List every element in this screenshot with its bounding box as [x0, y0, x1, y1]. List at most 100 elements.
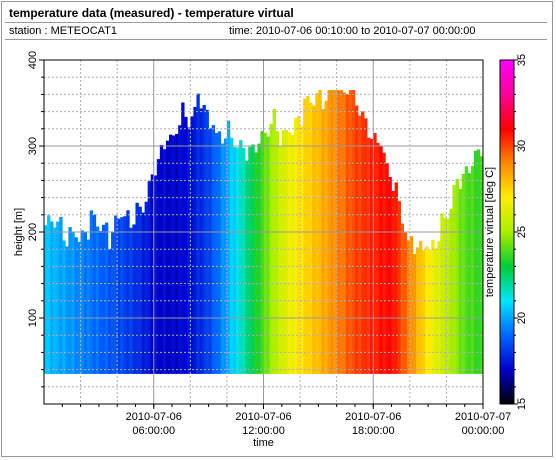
- heatmap-column: [50, 221, 54, 374]
- x-tick-label-time: 00:00:00: [462, 425, 505, 437]
- heatmap-column: [135, 202, 139, 374]
- heatmap-column: [77, 241, 81, 374]
- x-tick-label-time: 06:00:00: [132, 425, 175, 437]
- heatmap-column: [80, 230, 84, 374]
- heatmap-column: [181, 102, 185, 374]
- heatmap-column: [461, 174, 466, 374]
- heatmap-column: [266, 136, 270, 374]
- heatmap-column: [361, 111, 365, 374]
- heatmap-column: [153, 175, 158, 374]
- y-tick-label: 300: [27, 137, 39, 155]
- y-tick-label: 200: [27, 223, 39, 241]
- heatmap-column: [62, 240, 66, 374]
- heatmap-column: [190, 116, 194, 374]
- heatmap-column: [278, 145, 283, 374]
- heatmap-column: [220, 143, 225, 374]
- heatmap-column: [65, 246, 69, 374]
- heatmap-column: [354, 105, 359, 374]
- heatmap-column: [406, 240, 411, 374]
- heatmap-column: [321, 109, 325, 374]
- heatmap-column: [68, 227, 72, 374]
- heatmap-column: [147, 181, 151, 374]
- heatmap-column: [229, 137, 234, 374]
- heatmap-column: [263, 132, 267, 374]
- heatmap-column: [248, 146, 252, 374]
- heatmap-column: [98, 231, 103, 374]
- heatmap-column: [59, 216, 63, 374]
- heatmap-column: [239, 140, 243, 374]
- x-tick-label-time: 18:00:00: [352, 425, 395, 437]
- heatmap-column: [415, 247, 420, 374]
- heatmap-column: [400, 223, 405, 374]
- heatmap-column: [95, 226, 100, 374]
- heatmap-column: [168, 134, 173, 374]
- heatmap-column: [449, 208, 453, 374]
- heatmap-column: [172, 135, 176, 374]
- x-tick-label-date: 2010-07-07: [455, 411, 511, 423]
- heatmap-column: [104, 222, 109, 374]
- heatmap-column: [162, 149, 167, 374]
- heatmap-column: [303, 98, 307, 374]
- heatmap-column: [385, 163, 389, 374]
- heatmap-column: [422, 250, 426, 374]
- heatmap-column: [452, 184, 456, 374]
- heatmap-column: [101, 224, 106, 374]
- heatmap-column: [275, 131, 280, 374]
- heatmap-column: [184, 116, 188, 374]
- heatmap-column: [141, 212, 145, 374]
- heatmap-column: [300, 126, 304, 374]
- heatmap-column: [165, 140, 170, 374]
- heatmap-column: [89, 210, 94, 374]
- heatmap-column: [205, 109, 209, 374]
- heatmap-column: [293, 117, 298, 374]
- heatmap-column: [394, 182, 398, 374]
- heatmap-column: [245, 160, 249, 374]
- heatmap-column: [287, 132, 292, 374]
- heatmap-column: [71, 231, 75, 374]
- heatmap-column: [382, 152, 386, 374]
- heatmap-column: [397, 201, 401, 374]
- heatmap-column: [175, 133, 179, 374]
- heatmap-column: [208, 128, 212, 374]
- heatmap-column: [306, 95, 310, 374]
- heatmap-column: [324, 100, 328, 374]
- chart-title: temperature data (measured) - temperatur…: [9, 6, 294, 20]
- heatmap-column: [272, 108, 276, 374]
- y-axis-label: height [m]: [13, 208, 25, 256]
- heatmap-column: [409, 236, 414, 374]
- colorbar-tick-label: 30: [516, 140, 528, 152]
- heatmap-column: [236, 147, 240, 374]
- heatmap-column: [202, 104, 206, 374]
- time-range-label: time: 2010-07-06 00:10:00 to 2010-07-07 …: [229, 25, 476, 37]
- heatmap-column: [150, 174, 155, 374]
- heatmap-column: [83, 232, 87, 374]
- colorbar-tick-label: 35: [516, 54, 528, 66]
- heatmap-column: [434, 248, 438, 374]
- heatmap-column: [309, 102, 313, 374]
- heatmap-column: [129, 227, 133, 374]
- heatmap-column: [44, 225, 48, 374]
- grid-lines: [44, 60, 483, 404]
- heatmap-column: [284, 129, 289, 374]
- heatmap-column: [178, 125, 182, 374]
- plot-area: [43, 59, 484, 405]
- heatmap-column: [47, 215, 51, 374]
- x-tick-label-date: 2010-07-06: [345, 411, 401, 423]
- heatmap-column: [297, 115, 301, 374]
- heatmap-column: [74, 237, 78, 374]
- heatmap-column: [290, 135, 295, 374]
- heatmap-column: [428, 249, 432, 374]
- heatmap-column: [376, 142, 380, 374]
- heatmap-column: [196, 93, 200, 374]
- heatmap-column: [312, 105, 316, 374]
- heatmap-column: [199, 108, 203, 374]
- heatmap-column: [467, 173, 472, 374]
- heatmap-column: [379, 146, 383, 374]
- heatmap-column: [53, 227, 57, 374]
- heatmap-column: [126, 210, 130, 374]
- colorbar-ticks: 15 20 25 30 35: [514, 54, 528, 410]
- heatmap-column: [412, 254, 417, 374]
- heatmap-column: [254, 152, 258, 374]
- heatmap-column: [391, 190, 395, 374]
